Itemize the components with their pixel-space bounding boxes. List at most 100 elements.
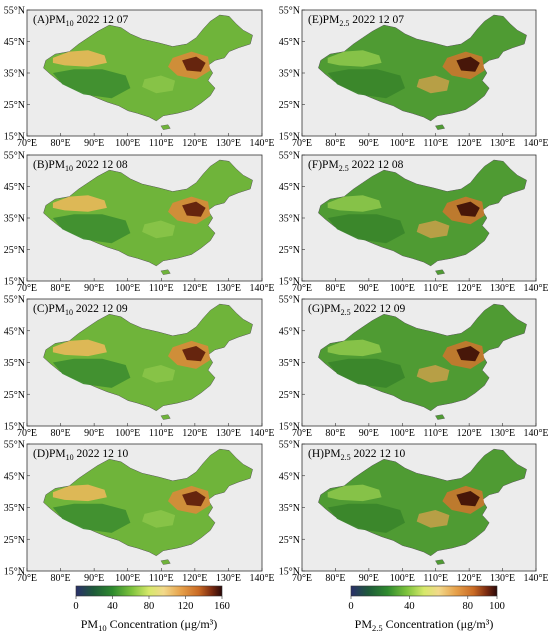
hainan-island [160,414,171,420]
lon-tick-label: 90°E [84,428,104,439]
lat-tick-label: 45°N [279,471,300,482]
map-panel-d: (D)PM10 2022 12 10 15°N 25°N 35°N 45°N 55°N 70… [4,440,275,585]
lon-tick-label: 90°E [359,283,379,294]
lon-tick-label: 80°E [325,283,345,294]
lat-tick-label: 55°N [279,295,300,306]
lon-tick-label: 130°E [216,283,241,294]
tarim-basin-region [327,195,382,212]
map-panel-g: (G)PM2.5 2022 12 09 15°N 25°N 35°N 45°N 55°N 7… [279,295,549,440]
lon-tick-label: 70°E [292,573,312,584]
lat-tick-label: 25°N [4,390,25,401]
hainan-island [160,559,171,565]
panel-title: (C)PM10 2022 12 09 [33,303,128,317]
lon-tick-label: 140°E [523,283,548,294]
tarim-basin-region [327,339,382,357]
tarim-basin-region [327,484,382,502]
lat-tick-label: 45°N [279,326,300,337]
lon-tick-label: 100°E [390,573,415,584]
pollution-hotspot [182,56,206,72]
tibetan-plateau-region [327,214,405,244]
map-panel-e: (E)PM2.5 2022 12 07 15°N 25°N 35°N 45°N 55°N 7… [279,6,549,150]
lon-tick-label: 140°E [249,138,274,149]
lat-tick-label: 35°N [279,503,300,514]
sichuan-basin-region [142,75,176,94]
pollution-hotspot [456,346,480,362]
colorbar-tick-label: 0 [348,601,353,612]
tarim-basin-region [52,339,107,357]
lat-tick-label: 35°N [4,358,25,369]
lon-tick-label: 130°E [216,573,241,584]
tibetan-plateau-region [327,503,405,533]
map-panel-a: (A)PM10 2022 12 07 15°N 25°N 35°N 45°N 55°N 70… [4,6,275,150]
tibetan-plateau-region [327,69,405,99]
tarim-basin-region [52,484,107,502]
hainan-island [160,124,171,130]
pollution-hotspot [182,201,206,217]
hainan-island [435,269,446,275]
lon-tick-label: 120°E [457,138,482,149]
lon-tick-label: 100°E [390,428,415,439]
lat-tick-label: 45°N [4,471,25,482]
lon-tick-label: 100°E [115,283,140,294]
pollution-hotspot [456,201,480,217]
lat-tick-label: 55°N [4,440,25,451]
lon-tick-label: 130°E [216,428,241,439]
panel-title: (H)PM2.5 2022 12 10 [308,448,405,462]
colorbar-tick-label: 80 [463,601,474,612]
lat-tick-label: 25°N [279,245,300,256]
colorbar-tick-label: 40 [404,601,415,612]
lat-tick-label: 35°N [279,69,300,80]
tarim-basin-region [52,195,107,212]
panel-title: (E)PM2.5 2022 12 07 [308,14,404,28]
sichuan-basin-region [416,510,450,528]
lon-tick-label: 100°E [390,283,415,294]
lon-tick-label: 130°E [490,138,515,149]
lon-tick-label: 70°E [17,138,37,149]
lon-tick-label: 120°E [182,138,207,149]
lon-tick-label: 80°E [51,428,71,439]
lon-tick-label: 90°E [84,283,104,294]
lat-tick-label: 35°N [279,214,300,225]
lon-tick-label: 110°E [149,428,174,439]
lat-tick-label: 15°N [4,567,25,578]
lat-tick-label: 25°N [279,390,300,401]
lon-tick-label: 140°E [523,428,548,439]
map-panel-h: (H)PM2.5 2022 12 10 15°N 25°N 35°N 45°N 55°N 7… [279,440,549,585]
lat-tick-label: 45°N [4,37,25,48]
lon-tick-label: 120°E [182,428,207,439]
panel-title: (A)PM10 2022 12 07 [33,14,128,28]
hainan-island [435,124,446,130]
lon-tick-label: 70°E [292,428,312,439]
lon-tick-label: 110°E [149,283,174,294]
tibetan-plateau-region [52,358,131,388]
lat-tick-label: 35°N [4,503,25,514]
lon-tick-label: 120°E [182,283,207,294]
lat-tick-label: 55°N [279,440,300,451]
lon-tick-label: 90°E [84,573,104,584]
lon-tick-label: 70°E [292,283,312,294]
lat-tick-label: 45°N [4,326,25,337]
colorbar-tick-label: 120 [178,601,194,612]
colorbar-gradient [75,585,223,597]
pollution-hotspot [182,491,206,507]
lat-tick-label: 25°N [4,100,25,111]
pollution-hotspot [182,346,206,362]
lat-tick-label: 25°N [4,245,25,256]
lon-tick-label: 130°E [216,138,241,149]
lat-tick-label: 15°N [279,277,300,288]
lat-tick-label: 45°N [4,182,25,193]
lat-tick-label: 25°N [4,535,25,546]
lat-tick-label: 15°N [279,422,300,433]
lon-tick-label: 130°E [490,573,515,584]
colorbar-label: PM10 Concentration (μg/m³) [81,617,218,631]
sichuan-basin-region [416,365,450,383]
pollution-hotspot [456,491,480,507]
lat-tick-label: 55°N [279,6,300,17]
lon-tick-label: 130°E [490,283,515,294]
lon-tick-label: 120°E [457,283,482,294]
lon-tick-label: 110°E [423,283,448,294]
lon-tick-label: 140°E [249,428,274,439]
lon-tick-label: 100°E [115,573,140,584]
